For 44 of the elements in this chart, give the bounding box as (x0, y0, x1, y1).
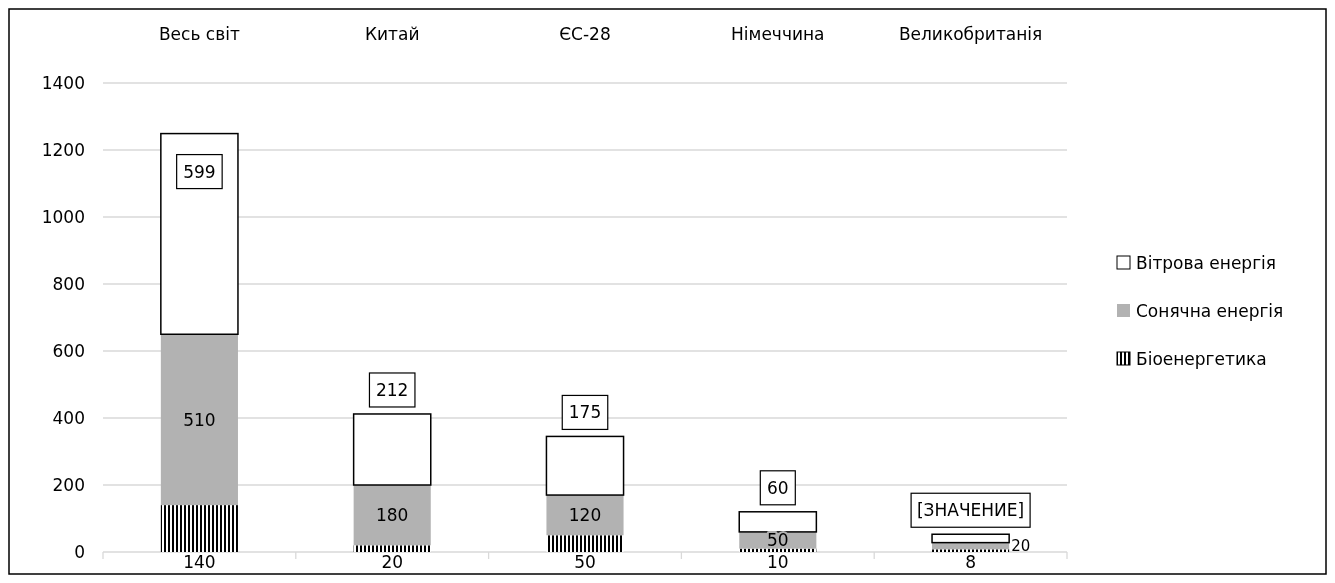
y-tick-label: 1000 (41, 207, 85, 227)
x-tick-label: Німеччина (731, 24, 825, 44)
x-tick-label: Великобританія (898, 24, 1043, 44)
data-label: 20 (1011, 536, 1031, 555)
bar (353, 485, 431, 546)
y-tick-label: 1200 (41, 140, 85, 160)
data-label: 8 (965, 552, 977, 572)
y-tick-label: 200 (52, 475, 85, 495)
x-tick-label: ЄС-28 (559, 24, 611, 44)
data-label: 60 (766, 477, 789, 498)
bar (546, 495, 624, 536)
data-label: 599 (183, 161, 216, 182)
y-tick-label: 0 (74, 542, 85, 562)
data-label: 180 (375, 505, 409, 526)
data-label: 212 (375, 379, 409, 400)
bar (353, 545, 431, 552)
x-tick-label: Китай (364, 24, 420, 44)
bar (160, 334, 238, 506)
bar (738, 511, 818, 533)
bar (545, 435, 625, 496)
bar (160, 132, 239, 335)
data-label: 140 (183, 552, 216, 572)
data-label: 120 (568, 505, 602, 526)
data-label: [ЗНАЧЕНИЕ] (916, 500, 1025, 521)
legend-label: Сонячна енергія (1136, 301, 1284, 321)
bar (739, 548, 817, 552)
data-label: 20 (381, 552, 404, 572)
bar (546, 535, 624, 552)
x-tick-label: Весь світ (158, 24, 240, 44)
y-tick-label: 600 (52, 341, 85, 361)
legend-label: Біоенергетика (1136, 349, 1267, 369)
data-label: 175 (568, 402, 602, 423)
data-label: 510 (183, 409, 216, 430)
bar (352, 413, 432, 486)
data-label: 10 (766, 552, 789, 572)
y-tick-label: 800 (52, 274, 85, 294)
bar (160, 505, 238, 552)
y-tick-label: 1400 (41, 73, 85, 93)
bar (931, 533, 1010, 544)
data-label: 50 (766, 530, 789, 551)
y-tick-label: 400 (52, 408, 85, 428)
data-label: 50 (574, 552, 596, 572)
legend-label: Вітрова енергія (1136, 253, 1277, 273)
bar (932, 549, 1010, 552)
